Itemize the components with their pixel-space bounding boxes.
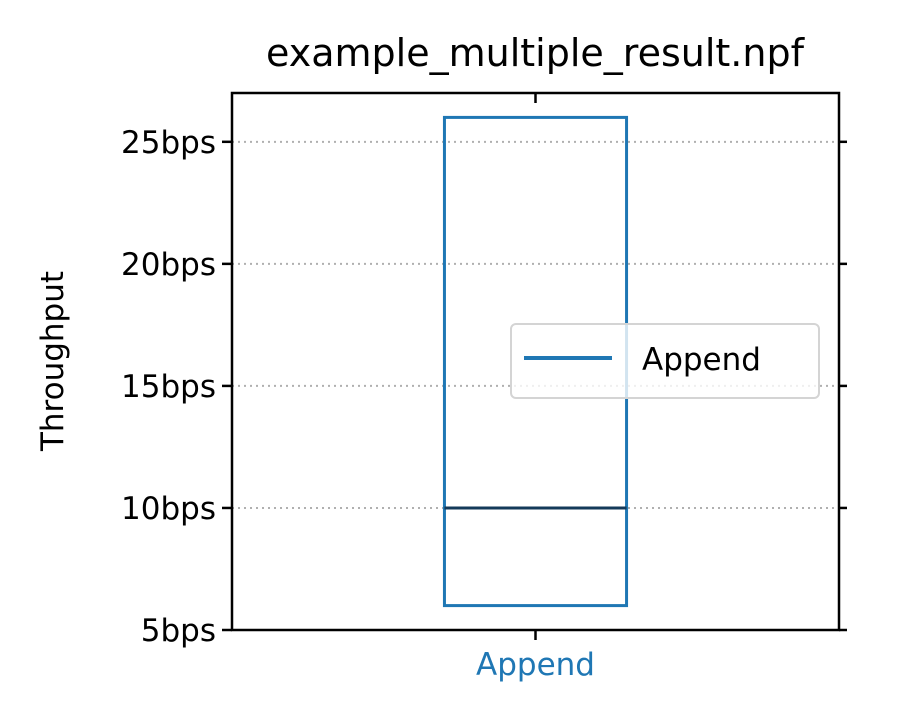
x-ticks: Append: [476, 93, 595, 683]
y-tick-label: 25bps: [121, 125, 216, 161]
chart-title: example_multiple_result.npf: [266, 31, 806, 75]
legend-label: Append: [642, 342, 761, 378]
x-tick-label: Append: [476, 647, 595, 683]
y-tick-label: 10bps: [121, 491, 216, 527]
y-tick-label: 20bps: [121, 247, 216, 283]
legend: Append: [510, 323, 820, 399]
y-tick-label: 5bps: [141, 613, 216, 649]
y-ticks: 5bps 10bps 15bps 20bps 25bps: [121, 125, 847, 649]
y-tick-label: 15bps: [121, 369, 216, 405]
y-axis-label: Throughput: [35, 271, 71, 452]
legend-frame: [510, 323, 820, 399]
